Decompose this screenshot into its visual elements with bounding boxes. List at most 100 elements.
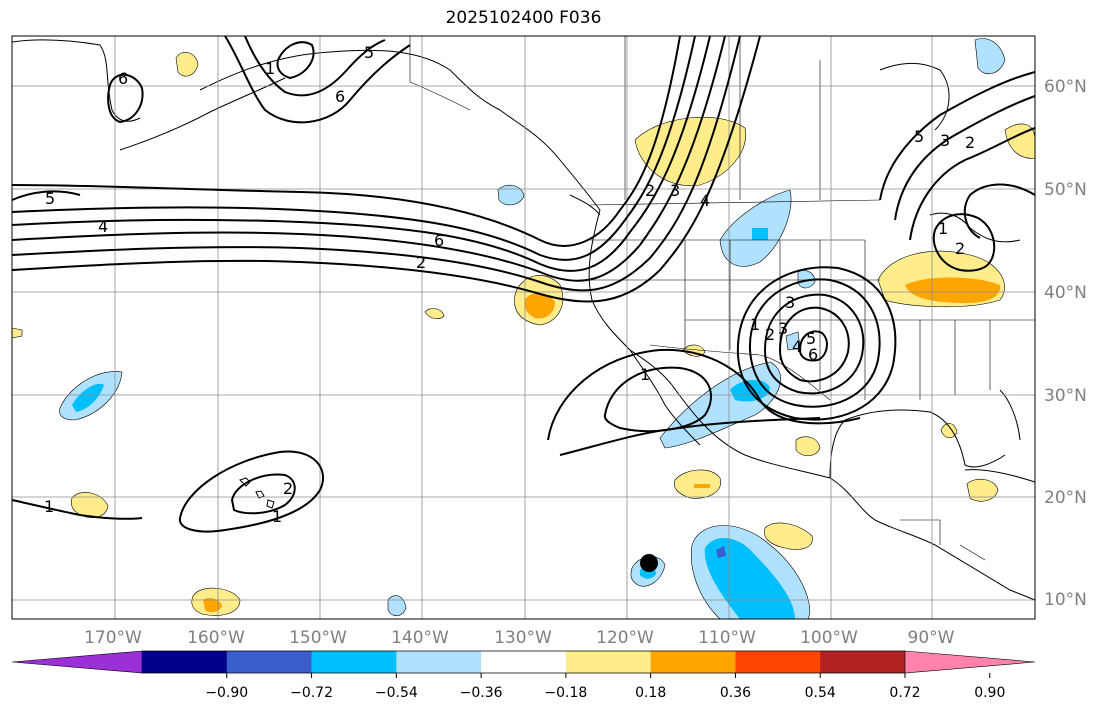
contour-label: 5: [806, 329, 816, 348]
lon-label-110w: 110°W: [698, 628, 756, 648]
contour-label: 5: [914, 127, 924, 146]
longitude-labels: 170°W 160°W 150°W 140°W 130°W 120°W 110°…: [84, 628, 955, 648]
negative-area: [72, 383, 104, 412]
contours: [11, 35, 1036, 533]
contour-line: [909, 127, 1036, 241]
colorbar-tick-label: −0.90: [205, 685, 248, 701]
contour-line: [11, 35, 696, 261]
contour-line: [276, 41, 315, 80]
contour-line: [11, 190, 81, 201]
border-us-mexico: [649, 344, 831, 401]
lon-label-120w: 120°W: [596, 628, 654, 648]
map-background: [12, 36, 1035, 619]
colorbar-tick-label: 0.18: [635, 685, 666, 701]
contour-label: 3: [778, 319, 788, 338]
colorbar-tick-label: −0.54: [375, 685, 418, 701]
contour-line: [11, 35, 741, 292]
colorbar-tick-label: 0.54: [805, 685, 836, 701]
colorbar-segment: [565, 651, 652, 673]
positive-area: [966, 478, 999, 502]
contour-label: 4: [792, 337, 802, 356]
colorbar-ticks: −0.90 −0.72 −0.54 −0.36 −0.18 0.18 0.36 0.54 0.7…: [205, 673, 1005, 701]
lon-label-90w: 90°W: [908, 628, 955, 648]
lon-label-170w: 170°W: [84, 628, 142, 648]
contour-label: 1: [44, 497, 54, 516]
boundaries: [409, 36, 1035, 561]
contour-line: [244, 35, 386, 97]
contour-line: [178, 450, 325, 533]
contour-label: 6: [335, 87, 345, 106]
negative-area: [704, 538, 795, 619]
contour-line: [879, 71, 1036, 201]
border-us-canada: [589, 199, 881, 206]
positive-area: [424, 308, 445, 319]
contour-label: 5: [364, 43, 374, 62]
lat-label-20n: 20°N: [1044, 488, 1087, 508]
lat-label-40n: 40°N: [1044, 283, 1087, 303]
latitude-labels: 60°N 50°N 40°N 30°N 20°N 10°N: [1044, 77, 1087, 610]
border-alaska-canada: [409, 36, 471, 111]
coastline-cuba: [964, 469, 1036, 483]
positive-area: [940, 423, 958, 439]
coastline-hudson: [879, 62, 950, 131]
contour-line: [224, 35, 411, 124]
contour-line: [107, 73, 144, 124]
contour-label: 1: [265, 59, 275, 78]
colorbar-segment: [396, 651, 482, 673]
coastline-baja: [629, 349, 701, 446]
colorbar-segment: [735, 651, 821, 673]
border-canada-provinces: [624, 36, 821, 200]
coastline-florida: [999, 389, 1021, 441]
contour-line: [11, 35, 726, 282]
anomaly-shading: [11, 38, 1036, 620]
contour-line: [778, 306, 850, 383]
contour-line: [963, 183, 1036, 239]
contour-line: [894, 95, 1036, 221]
colorbar-segment: [481, 651, 567, 673]
contour-label: 2: [645, 181, 655, 200]
coastline-aleutians: [119, 77, 286, 151]
positive-area: [905, 277, 1001, 304]
coastline-asia: [11, 39, 141, 122]
colorbar-tick-label: −0.72: [290, 685, 333, 701]
colorbar-segment: [226, 651, 313, 673]
positive-area: [694, 484, 710, 488]
colorbar-tick-label: 0.72: [889, 685, 920, 701]
negative-area: [497, 184, 525, 206]
contour-label: 4: [98, 217, 108, 236]
contour-label: 2: [965, 133, 975, 152]
contour-label: 6: [118, 69, 128, 88]
negative-area: [752, 228, 768, 240]
contour-line: [11, 35, 681, 247]
border-central-america: [900, 519, 986, 561]
positive-area: [764, 522, 813, 550]
colorbar-segment: [142, 651, 228, 673]
contour-label: 1: [640, 365, 650, 384]
contour-label: 3: [940, 131, 950, 150]
contour-line: [798, 330, 828, 362]
lon-label-160w: 160°W: [187, 628, 245, 648]
lon-label-150w: 150°W: [289, 628, 347, 648]
contour-label: 4: [700, 191, 710, 210]
positive-area: [175, 52, 199, 77]
positive-area: [11, 327, 23, 339]
map-frame: [11, 35, 1036, 620]
contour-label: 1: [938, 219, 948, 238]
contour-label: 6: [434, 231, 444, 250]
contour-line: [748, 278, 881, 408]
contour-line: [11, 35, 711, 272]
lat-label-30n: 30°N: [1044, 386, 1087, 406]
contour-line: [547, 348, 861, 441]
colorbar-segment: [820, 651, 906, 673]
contour-label: 3: [785, 293, 795, 312]
contour-line: [230, 473, 296, 515]
positive-area: [524, 293, 555, 319]
lon-label-130w: 130°W: [494, 628, 552, 648]
colorbar-tick-label: 0.90: [974, 685, 1005, 701]
colorbar-tick-label: −0.18: [544, 685, 587, 701]
contour-line: [603, 366, 712, 433]
lon-label-100w: 100°W: [800, 628, 858, 648]
contour-label: 3: [670, 181, 680, 200]
colorbar-tick-label: 0.36: [720, 685, 751, 701]
